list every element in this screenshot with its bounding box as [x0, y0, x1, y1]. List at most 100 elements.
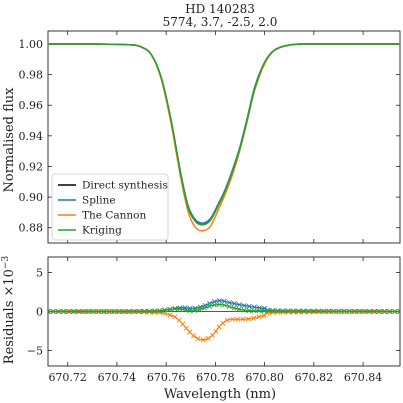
residual-marker-kriging: [206, 303, 212, 309]
residual-marker-kriging: [80, 309, 87, 315]
residual-marker-kriging: [121, 308, 127, 314]
residual-marker-kriging: [126, 308, 132, 314]
x-tick-label: 670.76: [147, 371, 186, 384]
residual-marker-kriging: [301, 308, 307, 314]
residual-marker-the-cannon: [220, 320, 226, 326]
residual-marker-the-cannon: [200, 337, 206, 343]
residual-marker-kriging: [367, 308, 373, 314]
residual-marker-kriging: [356, 308, 362, 314]
y-tick-label: 0.96: [19, 99, 44, 112]
residual-marker-kriging: [50, 308, 56, 315]
residual-marker-kriging: [290, 308, 297, 314]
residual-marker-the-cannon: [213, 328, 219, 334]
y-tick-label: −5: [27, 344, 43, 357]
residual-marker-kriging: [236, 306, 242, 312]
residual-marker-kriging: [377, 308, 383, 314]
residual-marker-the-cannon: [235, 316, 241, 322]
y-tick-label: 0.94: [19, 130, 44, 143]
residual-marker-kriging: [167, 306, 173, 313]
residual-marker-kriging: [346, 308, 352, 314]
bottom-y-axis-label-main: Residuals ×10: [2, 269, 17, 364]
residual-marker-kriging: [216, 301, 222, 307]
residual-marker-kriging: [246, 308, 252, 314]
residual-marker-kriging: [48, 308, 51, 315]
residual-marker-kriging: [197, 307, 203, 313]
chart-title: HD 140283: [185, 2, 255, 16]
residual-marker-kriging: [382, 308, 388, 314]
x-tick-label: 670.74: [98, 371, 137, 384]
residual-marker-kriging: [96, 309, 102, 315]
residual-marker-kriging: [106, 308, 112, 315]
chart-subtitle: 5774, 3.7, -2.5, 2.0: [163, 15, 278, 29]
residual-marker-the-cannon: [224, 317, 230, 323]
residual-marker-the-cannon: [176, 317, 182, 323]
residual-marker-spline: [221, 298, 227, 304]
residual-marker-the-cannon: [229, 316, 235, 322]
legend-label: Spline: [82, 195, 116, 207]
y-tick-label: 0.90: [19, 191, 44, 204]
residual-marker-kriging: [251, 308, 257, 314]
residual-marker-kriging: [116, 308, 122, 315]
residual-marker-the-cannon: [251, 315, 257, 321]
residual-marker-the-cannon: [180, 321, 186, 327]
legend-label: Direct synthesis: [82, 180, 168, 192]
residual-marker-kriging: [131, 308, 137, 314]
residual-marker-kriging: [285, 308, 291, 314]
y-tick-label: 0: [36, 306, 43, 319]
residual-marker-the-cannon: [291, 309, 297, 315]
residual-marker-kriging: [157, 308, 163, 314]
residual-marker-kriging: [326, 308, 332, 314]
residual-marker-kriging: [351, 308, 357, 314]
residual-marker-kriging: [387, 308, 393, 314]
residual-marker-kriging: [311, 308, 317, 314]
x-tick-label: 670.72: [48, 371, 87, 384]
residual-marker-the-cannon: [167, 312, 173, 318]
residual-marker-kriging: [55, 308, 61, 315]
residual-marker-kriging: [192, 307, 198, 314]
residual-marker-kriging: [65, 308, 71, 315]
top-y-axis-label: Normalised flux: [2, 87, 17, 193]
residual-marker-the-cannon: [216, 324, 222, 330]
bottom-y-axis-label: Residuals ×10−3: [1, 256, 17, 365]
residual-marker-the-cannon: [245, 316, 251, 322]
residual-marker-the-cannon: [172, 314, 178, 320]
residual-marker-the-cannon: [209, 332, 216, 338]
residual-marker-spline: [231, 301, 237, 307]
residual-marker-kriging: [261, 308, 267, 314]
plot-area: [48, 298, 400, 343]
residual-marker-kriging: [60, 308, 66, 315]
residual-marker-kriging: [296, 308, 302, 314]
legend-label: Kriging: [82, 225, 122, 237]
residual-marker-kriging: [187, 308, 193, 314]
residual-marker-kriging: [397, 308, 400, 315]
legend-box: [51, 173, 169, 241]
residual-marker-kriging: [226, 303, 232, 310]
y-tick-label: 0.92: [19, 160, 44, 173]
residual-marker-kriging: [86, 309, 92, 315]
residual-marker-the-cannon: [205, 335, 211, 341]
residual-marker-kriging: [70, 308, 76, 315]
residual-marker-kriging: [136, 308, 142, 314]
residual-marker-the-cannon: [195, 336, 201, 342]
residual-marker-kriging: [146, 308, 152, 314]
y-tick-label: 0.88: [19, 222, 44, 235]
residual-marker-the-cannon: [261, 313, 267, 319]
residual-marker-kriging: [221, 302, 227, 308]
residual-marker-kriging: [151, 308, 158, 314]
residual-marker-kriging: [280, 308, 286, 314]
bottom-x-axis-label: Wavelength (nm): [164, 387, 276, 402]
residual-marker-kriging: [306, 308, 312, 314]
axes-frame: [47, 30, 401, 244]
bottom-y-axis-label-exponent: −3: [1, 256, 11, 270]
residual-marker-kriging: [256, 308, 262, 314]
residual-marker-kriging: [392, 308, 398, 315]
residual-marker-kriging: [270, 308, 276, 314]
residuals-panel: 670.72 670.74 670.76 670.78 670.80 670.82 670.…: [27, 256, 401, 384]
legend-label: The Cannon: [82, 210, 146, 222]
x-tick-label: 670.84: [344, 371, 383, 384]
residual-marker-kriging: [172, 306, 178, 312]
residual-marker-spline: [241, 303, 247, 309]
residual-marker-spline: [226, 299, 232, 306]
residual-marker-kriging: [331, 308, 337, 314]
